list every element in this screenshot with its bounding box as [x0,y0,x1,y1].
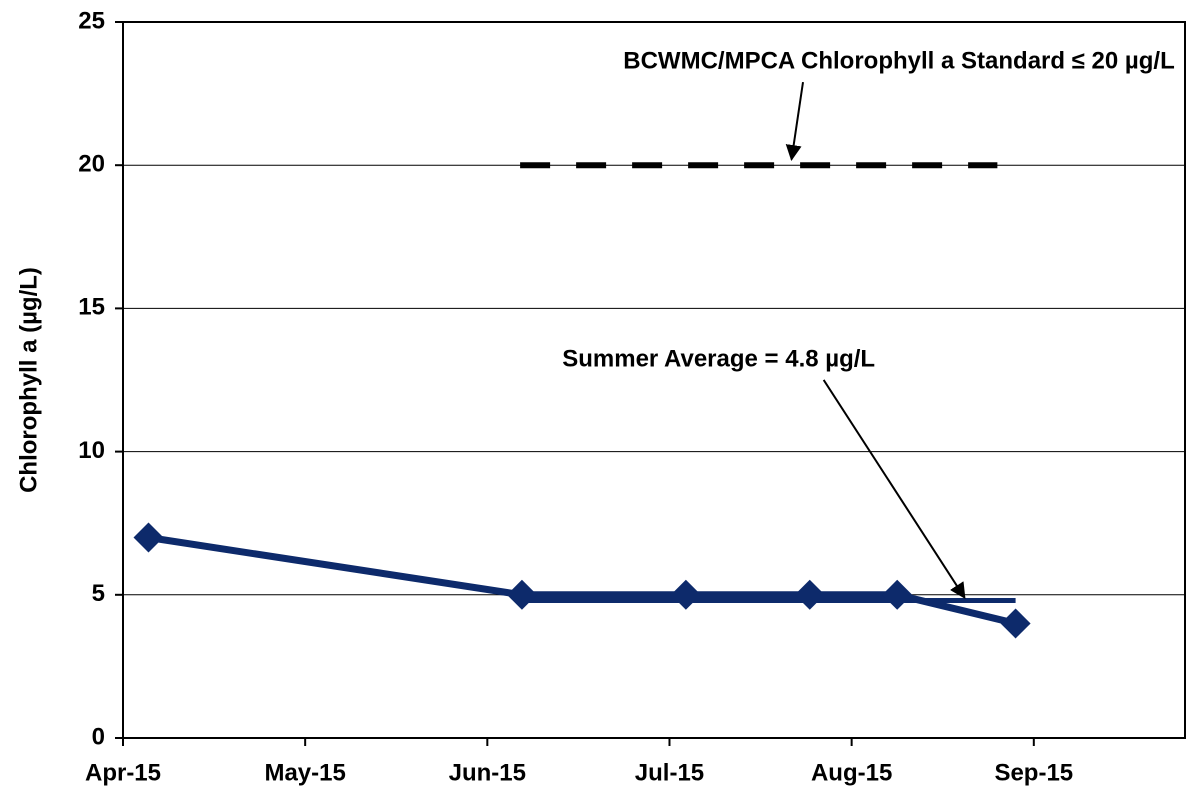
y-tick-label: 15 [78,294,105,321]
data-point [882,579,913,610]
data-line [147,534,1017,627]
y-tick-label: 5 [92,580,105,607]
annotation-arrow [785,81,804,162]
annotation-arrow [822,379,966,600]
x-tick-label: Jul-15 [635,759,704,786]
data-point [794,579,825,610]
data-point [670,579,701,610]
y-tick-label: 25 [78,7,105,34]
data-point [133,522,164,553]
data-point [1000,608,1031,639]
y-tick-label: 20 [78,151,105,178]
x-tick-label: Sep-15 [994,759,1073,786]
annotation: BCWMC/MPCA Chlorophyll a Standard ≤ 20 µ… [623,47,1174,74]
annotation: Summer Average = 4.8 µg/L [562,345,875,372]
y-tick-label: 10 [78,437,105,464]
plot-border [122,21,1186,739]
x-tick-label: May-15 [264,759,345,786]
x-tick-label: Aug-15 [811,759,892,786]
y-tick-label: 0 [92,723,105,750]
x-tick-label: Jun-15 [449,759,526,786]
x-tick-label: Apr-15 [85,759,161,786]
y-axis-label: Chlorophyll a (µg/L) [15,267,42,493]
data-point [506,579,537,610]
